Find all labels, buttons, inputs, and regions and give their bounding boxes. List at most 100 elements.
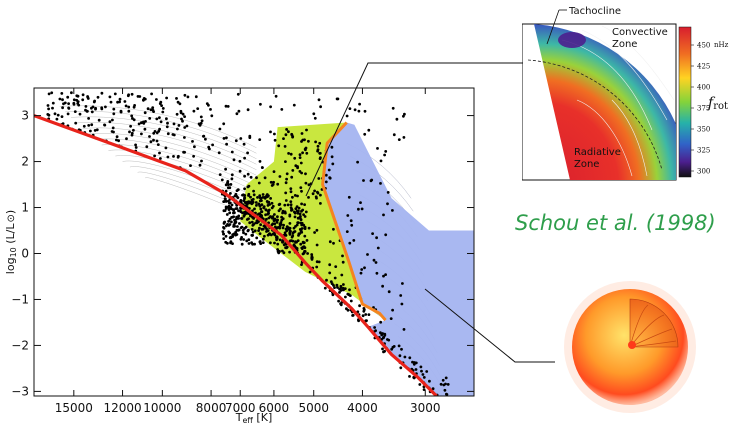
star-point [220,178,224,182]
star-point [230,150,234,154]
star-point [374,261,378,264]
star-point [229,241,232,245]
star-point [236,228,240,232]
star-point [236,196,240,200]
star-point [200,119,204,123]
star-point [104,105,107,109]
star-point [319,202,322,205]
star-point [234,192,238,196]
star-point [384,150,388,153]
star-point [127,93,130,97]
star-point [282,223,285,227]
colorbar-tick-label: 300 [697,168,710,176]
star-point [61,106,64,110]
star-point [111,126,115,130]
star-point [153,130,157,133]
colorbar-tick-label: 425 [697,63,710,71]
star-point [217,151,221,155]
star-point [249,175,253,179]
star-point [228,211,232,215]
star-point [67,106,70,110]
star-point [414,368,418,371]
star-point [277,209,281,213]
star-point [317,260,321,264]
star-point [266,212,270,216]
star-point [306,252,309,255]
star-point [273,233,277,237]
star-point [153,154,157,158]
star-point [225,142,229,146]
star-point [356,160,359,164]
star-point [145,145,149,149]
y-tick-label: 0 [21,246,29,260]
star-point [245,218,249,221]
star-point [276,218,279,222]
star-point [315,228,319,232]
star-point [289,152,293,156]
star-point [60,92,64,95]
star-point [76,102,80,105]
star-point [165,96,169,100]
star-point [250,233,254,237]
star-point [234,139,238,143]
star-point [383,349,386,353]
star-point [238,169,242,173]
star-point [50,91,54,95]
star-point [155,139,159,143]
star-point [379,159,383,163]
star-point [390,347,394,351]
star-point [300,189,303,193]
star-point [224,240,228,244]
star-point [235,112,239,116]
star-point [226,105,230,108]
star-point [300,223,304,227]
star-point [316,149,319,153]
contour-2 [581,29,668,121]
star-point [289,239,292,243]
star-point [247,228,250,232]
star-point [284,160,287,164]
star-point [293,194,297,197]
star-point [142,122,146,125]
star-point [291,169,295,172]
star-point [344,295,347,299]
track-line [59,105,257,148]
star-point [286,227,290,230]
star-point [307,196,310,199]
star-point [131,117,134,120]
star-point [116,100,119,104]
star-point [272,180,275,184]
star-point [74,121,78,125]
star-point [245,239,249,243]
star-point [159,120,163,124]
star-point [328,176,332,180]
star-point [351,313,355,317]
star-point [302,213,305,217]
star-point [414,361,418,365]
star-point [444,376,448,380]
star-point [366,253,369,256]
star-point [198,163,202,167]
star-point [372,258,376,262]
star-point [303,138,306,142]
star-point [179,109,183,113]
star-point [336,97,340,101]
star-point [382,213,385,217]
star-point [183,93,187,97]
star-point [130,114,134,118]
star-point [158,127,162,131]
star-point [164,146,168,150]
star-point [290,175,294,179]
star-point [260,210,264,214]
star-point [175,112,179,116]
star-point [331,293,335,297]
star-point [94,106,97,110]
star-point [284,133,288,137]
star-point [251,230,255,234]
star-point [386,338,389,341]
star-point [332,241,335,245]
star-point [302,241,305,245]
star-point [224,224,228,228]
star-point [285,172,289,176]
star-point [445,392,448,396]
